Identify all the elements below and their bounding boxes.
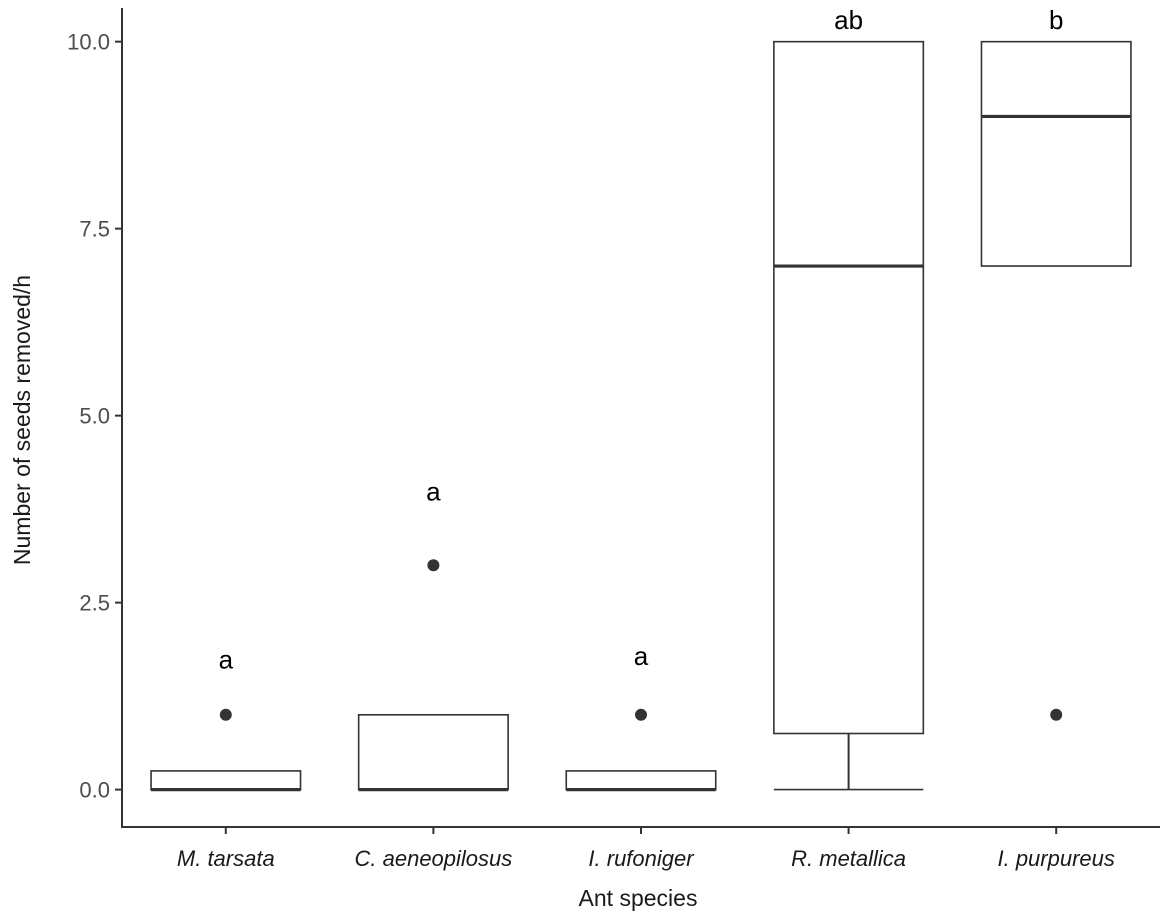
box-group: a bbox=[565, 641, 717, 792]
box-rect bbox=[980, 40, 1132, 267]
x-tick-label: R. metallica bbox=[791, 846, 906, 871]
x-tick-label: I. purpureus bbox=[997, 846, 1114, 871]
y-tick-label: 2.5 bbox=[79, 591, 110, 616]
box-group: ab bbox=[773, 5, 925, 791]
x-tick-label: M. tarsata bbox=[177, 846, 275, 871]
box-group: a bbox=[357, 476, 509, 792]
x-tick-label: C. aeneopilosus bbox=[355, 846, 513, 871]
y-tick-label: 7.5 bbox=[79, 217, 110, 242]
outlier-point bbox=[635, 708, 647, 721]
y-axis-title: Number of seeds removed/h bbox=[9, 275, 35, 565]
significance-letter: ab bbox=[834, 5, 863, 35]
plot-area: a a a ab b bbox=[150, 5, 1132, 792]
box-group: b bbox=[980, 5, 1132, 721]
box-rect bbox=[773, 40, 925, 735]
significance-letter: a bbox=[219, 645, 234, 675]
x-tick-label: I. rufoniger bbox=[588, 846, 695, 871]
outlier-point bbox=[427, 559, 440, 572]
box-rect bbox=[565, 770, 717, 791]
box-rect bbox=[357, 714, 509, 791]
significance-letter: a bbox=[634, 641, 649, 671]
y-tick-label: 10.0 bbox=[67, 30, 110, 55]
axis-ticks: 0.0 2.5 5.0 7.5 10.0 M. tarsata C. aeneopilosu… bbox=[67, 30, 1115, 871]
box-group: a bbox=[150, 645, 302, 792]
y-tick-label: 0.0 bbox=[79, 778, 110, 803]
x-axis-title: Ant species bbox=[579, 885, 698, 911]
box-rect bbox=[150, 770, 302, 791]
y-tick-label: 5.0 bbox=[79, 404, 110, 429]
significance-letter: b bbox=[1049, 5, 1063, 35]
significance-letter: a bbox=[426, 476, 441, 506]
outlier-point bbox=[219, 708, 232, 721]
outlier-point bbox=[1050, 708, 1063, 721]
